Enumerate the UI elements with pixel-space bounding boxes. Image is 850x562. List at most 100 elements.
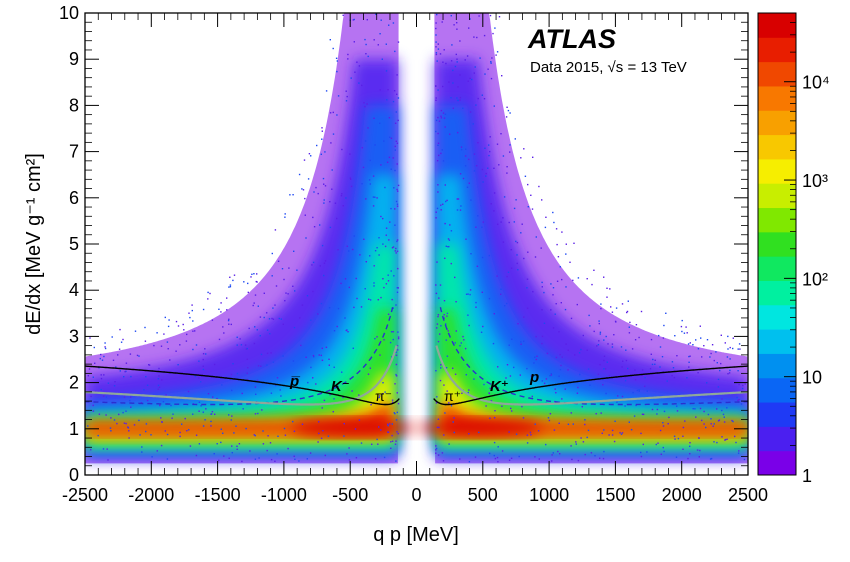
track-dot bbox=[188, 429, 190, 431]
track-dot bbox=[90, 395, 92, 398]
track-dot bbox=[728, 372, 731, 374]
track-dot bbox=[387, 89, 389, 91]
track-dot bbox=[384, 391, 386, 393]
track-dot bbox=[325, 346, 328, 348]
track-dot bbox=[231, 445, 233, 447]
y-tick-label: 9 bbox=[69, 49, 79, 69]
track-dot bbox=[260, 353, 263, 356]
track-dot bbox=[452, 367, 454, 369]
track-dot bbox=[437, 144, 439, 146]
track-dot bbox=[532, 291, 534, 293]
density-contour bbox=[85, 244, 396, 447]
track-dot bbox=[516, 262, 518, 265]
x-tick-label: 2000 bbox=[662, 485, 702, 505]
track-dot bbox=[552, 287, 555, 289]
track-dot bbox=[626, 310, 629, 313]
track-dot bbox=[388, 239, 390, 241]
track-dot bbox=[105, 396, 108, 398]
track-dot bbox=[641, 413, 644, 415]
track-dot bbox=[497, 461, 499, 463]
track-dot bbox=[541, 281, 543, 284]
track-dot bbox=[494, 410, 496, 412]
track-dot bbox=[473, 153, 476, 155]
track-dot bbox=[113, 385, 116, 387]
colorbar-band bbox=[758, 183, 796, 209]
track-dot bbox=[459, 173, 462, 175]
track-dot bbox=[588, 314, 590, 317]
track-dot bbox=[481, 256, 484, 259]
track-dot bbox=[340, 282, 342, 285]
track-dot bbox=[387, 431, 390, 433]
track-dot bbox=[435, 119, 438, 122]
track-dot bbox=[236, 448, 238, 450]
track-dot bbox=[360, 306, 363, 308]
track-dot bbox=[688, 361, 690, 363]
track-dot bbox=[454, 276, 456, 279]
track-dot bbox=[329, 201, 331, 203]
track-dot bbox=[549, 375, 551, 377]
track-dot bbox=[435, 370, 437, 372]
track-dot bbox=[527, 206, 529, 208]
track-dot bbox=[469, 293, 471, 296]
track-dot bbox=[390, 168, 392, 170]
track-dot bbox=[435, 97, 437, 99]
track-dot bbox=[505, 377, 507, 379]
track-dot bbox=[449, 133, 451, 135]
track-dot bbox=[342, 396, 344, 399]
track-dot bbox=[166, 341, 169, 343]
track-dot bbox=[534, 356, 536, 358]
track-dot bbox=[267, 435, 269, 437]
track-dot bbox=[657, 442, 659, 444]
track-dot bbox=[373, 282, 375, 284]
track-dot bbox=[737, 348, 739, 350]
colorbar-tick-label: 10 bbox=[802, 368, 822, 388]
bethe-bloch-curve bbox=[435, 345, 748, 406]
track-dot bbox=[442, 112, 445, 114]
track-dot bbox=[470, 253, 472, 255]
y-tick-label: 3 bbox=[69, 326, 79, 346]
track-dot bbox=[446, 315, 448, 317]
track-dot bbox=[355, 277, 357, 280]
track-dot bbox=[285, 292, 287, 294]
track-dot bbox=[164, 316, 166, 319]
track-dot bbox=[521, 223, 523, 225]
track-dot bbox=[485, 405, 487, 407]
track-dot bbox=[510, 267, 513, 269]
track-dot bbox=[226, 309, 228, 311]
track-dot bbox=[638, 389, 640, 391]
track-dot bbox=[558, 331, 560, 333]
track-dot bbox=[378, 237, 380, 239]
track-dot bbox=[692, 408, 694, 410]
track-dot bbox=[457, 131, 459, 134]
track-dot bbox=[683, 332, 686, 334]
track-dot bbox=[523, 316, 525, 318]
track-dot bbox=[396, 239, 399, 241]
track-dot bbox=[726, 356, 729, 358]
track-dot bbox=[663, 450, 665, 453]
track-dot bbox=[478, 431, 480, 434]
track-dot bbox=[397, 287, 399, 289]
track-dot bbox=[579, 373, 581, 376]
track-dot bbox=[440, 364, 442, 366]
track-dot bbox=[511, 338, 513, 340]
track-dot bbox=[228, 323, 230, 325]
track-dot bbox=[323, 183, 325, 185]
track-dot bbox=[374, 250, 377, 252]
track-dot bbox=[522, 417, 525, 419]
track-dot bbox=[516, 241, 519, 244]
track-dot bbox=[572, 423, 574, 425]
track-dot bbox=[395, 373, 397, 376]
track-dot bbox=[317, 192, 319, 195]
track-dot bbox=[376, 336, 378, 338]
track-dot bbox=[438, 120, 441, 122]
track-dot bbox=[223, 332, 225, 334]
track-dot bbox=[580, 348, 582, 351]
track-dot bbox=[321, 130, 323, 132]
track-dot bbox=[388, 156, 391, 159]
track-dot bbox=[513, 207, 516, 210]
track-dot bbox=[158, 375, 160, 377]
track-dot bbox=[277, 260, 280, 262]
track-dot bbox=[508, 459, 511, 461]
track-dot bbox=[474, 66, 476, 68]
track-dot bbox=[233, 432, 235, 434]
